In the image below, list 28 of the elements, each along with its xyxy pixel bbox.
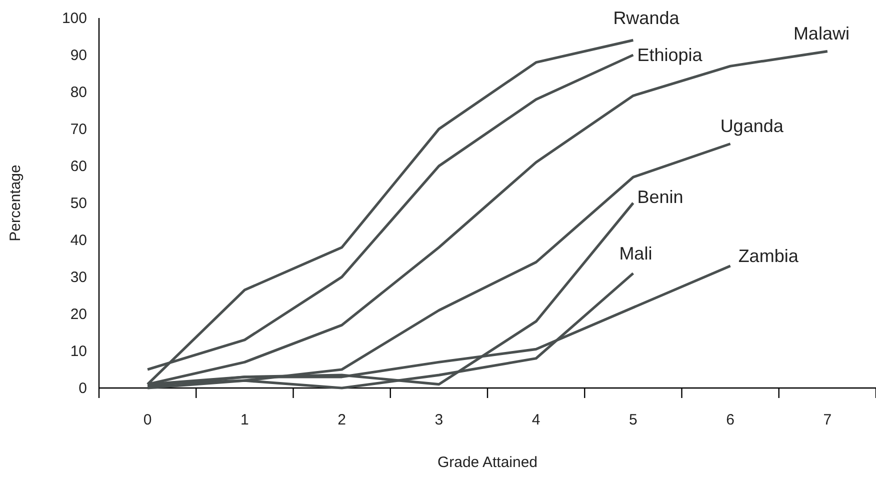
y-tick-label: 40 — [70, 232, 87, 249]
x-tick-label: 6 — [726, 412, 734, 429]
y-tick-label: 80 — [70, 84, 87, 101]
y-tick-label: 60 — [70, 158, 87, 175]
y-tick-label: 30 — [70, 268, 87, 286]
series-label: Benin — [637, 187, 684, 207]
x-tick-label: 5 — [629, 412, 638, 429]
x-tick-label: 3 — [434, 412, 444, 429]
y-tick-label: 70 — [70, 120, 87, 138]
y-tick-label: 20 — [70, 306, 87, 323]
x-tick-label: 1 — [240, 412, 249, 429]
y-tick-label: 10 — [70, 342, 87, 360]
x-tick-label: 7 — [823, 412, 832, 429]
series-label: Mali — [619, 243, 652, 264]
x-tick-label: 4 — [532, 412, 540, 429]
series-label: Zambia — [738, 246, 800, 266]
y-tick-label: 50 — [70, 194, 87, 212]
series-label: Ethiopia — [637, 45, 704, 65]
y-tick-label: 0 — [78, 380, 87, 397]
series-label: Uganda — [720, 116, 784, 136]
y-axis-title: Percentage — [7, 164, 24, 242]
series-label: Rwanda — [613, 8, 680, 28]
x-axis-title: Grade Attained — [437, 454, 538, 471]
x-tick-label: 2 — [338, 412, 346, 429]
y-tick-label: 100 — [62, 10, 87, 27]
series-label: Malawi — [793, 23, 850, 44]
x-tick-label: 0 — [143, 412, 152, 429]
y-tick-label: 90 — [70, 46, 87, 64]
